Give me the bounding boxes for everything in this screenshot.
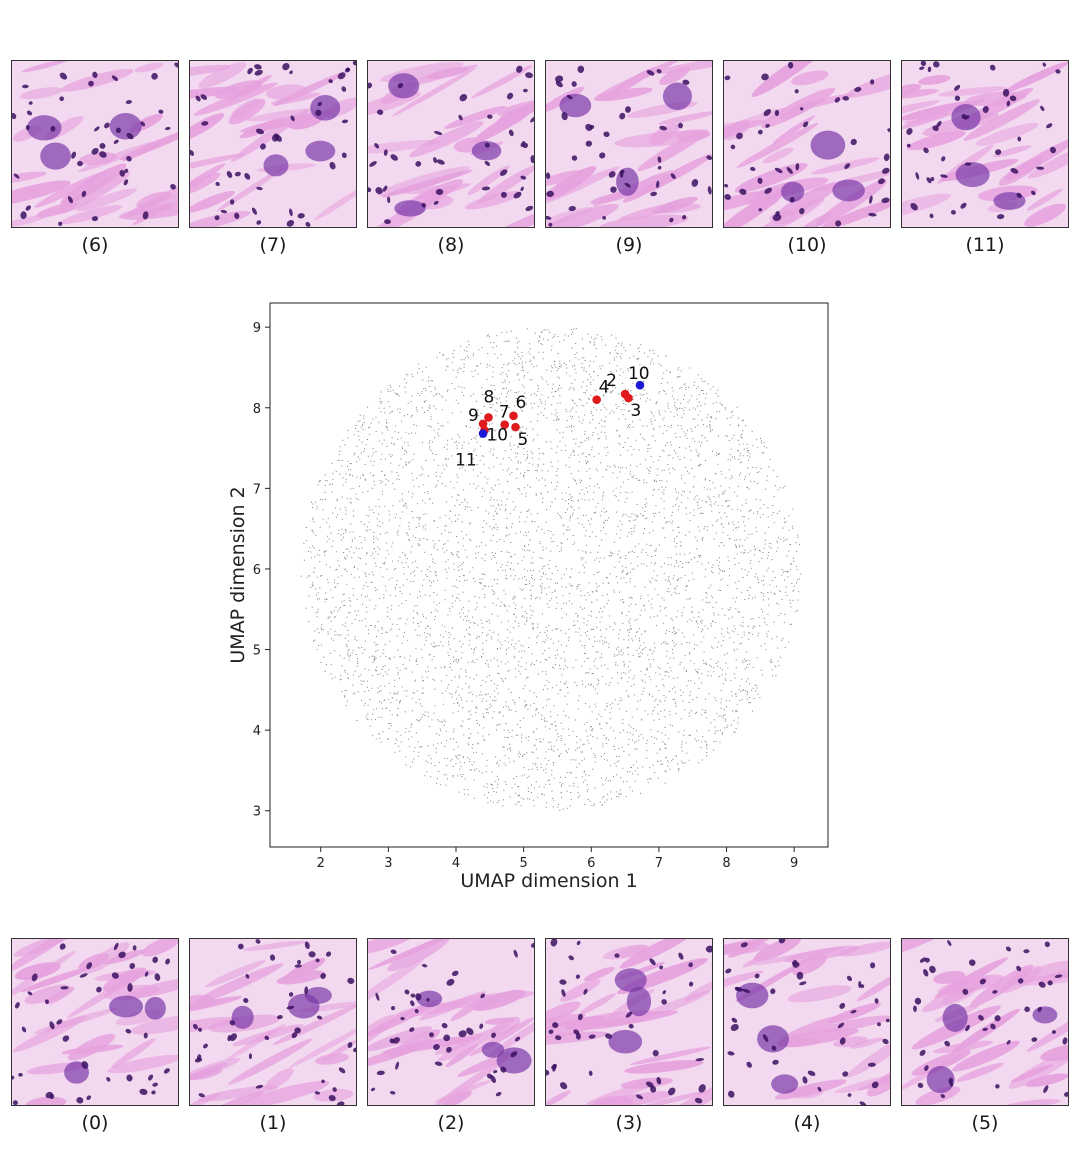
tile-6: (6): [11, 60, 179, 256]
point-label: 3: [630, 401, 641, 421]
top-tile-row: (6) (7) (8) (9) (10) (11): [0, 60, 1080, 260]
x-tick-label: 4: [452, 856, 460, 871]
x-tick-label: 8: [722, 856, 730, 871]
point-label: 4: [599, 378, 610, 398]
y-tick-label: 4: [253, 724, 261, 739]
tile-8: (8): [367, 60, 535, 256]
x-axis-label: UMAP dimension 1: [460, 870, 637, 892]
tile-caption: (2): [437, 1112, 465, 1134]
bottom-tile-row: (0) (1) (2) (3) (4) (5): [0, 938, 1080, 1138]
tile-9: (9): [545, 60, 713, 256]
tile-caption: (10): [787, 234, 827, 256]
tile-caption: (7): [259, 234, 287, 256]
x-tick-label: 3: [384, 856, 392, 871]
highlight-point-4: [592, 395, 601, 405]
highlight-point-11: [478, 429, 488, 438]
y-tick-label: 6: [253, 563, 261, 578]
tissue-patch-image: [367, 60, 535, 228]
y-tick-label: 8: [253, 402, 261, 417]
background-point-cloud: [300, 328, 802, 811]
tissue-patch-image: [901, 938, 1069, 1106]
highlight-point-6: [509, 411, 518, 421]
point-label: 9: [468, 406, 479, 426]
tile-4: (4): [723, 938, 891, 1134]
background-points: [300, 328, 802, 811]
x-tick-label: 2: [317, 856, 325, 871]
point-label: 10: [628, 364, 650, 384]
tile-caption: (9): [615, 234, 643, 256]
tissue-patch-image: [723, 938, 891, 1106]
tile-caption: (3): [615, 1112, 643, 1134]
tissue-patch-image: [723, 60, 891, 228]
highlight-point-3: [624, 393, 633, 403]
tissue-patch-image: [901, 60, 1069, 228]
tile-7: (7): [189, 60, 357, 256]
y-tick-label: 3: [253, 805, 261, 820]
tile-3: (3): [545, 938, 713, 1134]
y-tick-label: 5: [253, 644, 261, 659]
tile-caption: (5): [971, 1112, 999, 1134]
point-label: 8: [483, 387, 494, 407]
tissue-patch-image: [11, 60, 179, 228]
tissue-patch-image: [545, 938, 713, 1106]
tile-caption: (4): [793, 1112, 821, 1134]
point-label: 11: [455, 451, 477, 471]
highlight-point-9: [478, 419, 488, 429]
point-label: 5: [518, 430, 529, 450]
tile-5: (5): [901, 938, 1069, 1134]
tile-caption: (6): [81, 234, 109, 256]
point-label: 10: [486, 425, 508, 445]
point-label: 6: [515, 393, 526, 413]
highlight-point-5: [511, 422, 520, 432]
tile-1: (1): [189, 938, 357, 1134]
x-tick-label: 9: [790, 856, 798, 871]
tile-11: (11): [901, 60, 1069, 256]
point-label: 2: [606, 371, 617, 391]
tile-2: (2): [367, 938, 535, 1134]
tile-caption: (1): [259, 1112, 287, 1134]
y-tick-label: 7: [253, 482, 261, 497]
highlight-point-7: [500, 420, 509, 429]
highlight-point-8: [484, 413, 493, 422]
tile-0: (0): [11, 938, 179, 1134]
highlight-point-10: [635, 380, 645, 390]
y-axis-label: UMAP dimension 2: [227, 486, 249, 663]
plot-frame: [269, 302, 829, 848]
y-tick-label: 9: [253, 321, 261, 336]
x-tick-label: 7: [655, 856, 663, 871]
tile-caption: (0): [81, 1112, 109, 1134]
tissue-patch-image: [189, 938, 357, 1106]
tissue-patch-image: [11, 938, 179, 1106]
tissue-patch-image: [545, 60, 713, 228]
tile-10: (10): [723, 60, 891, 256]
x-tick-label: 6: [587, 856, 595, 871]
x-tick-label: 5: [519, 856, 527, 871]
point-label: 7: [499, 403, 510, 423]
tissue-patch-image: [189, 60, 357, 228]
tile-caption: (8): [437, 234, 465, 256]
highlighted-points: 10 234 8 6 9 75 10 11: [455, 364, 650, 470]
tissue-patch-image: [367, 938, 535, 1106]
tile-caption: (11): [965, 234, 1005, 256]
